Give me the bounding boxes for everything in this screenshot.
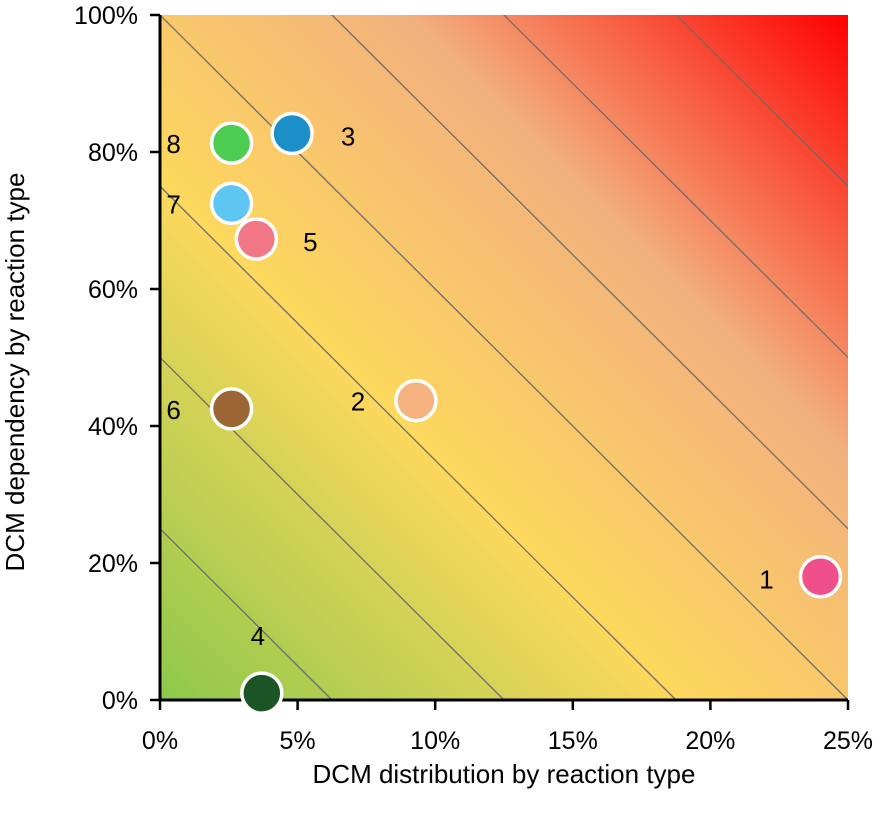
data-points: 1 2 3 4 5 6 7 8 [166, 111, 843, 715]
data-point [209, 181, 254, 226]
y-tick-label: 0% [102, 687, 138, 715]
y-tick-label: 80% [88, 139, 138, 167]
point-label: 3 [341, 122, 355, 152]
data-point [209, 387, 254, 431]
data-point [394, 378, 438, 423]
x-tick-label: 5% [280, 727, 316, 755]
y-tick-label: 20% [88, 550, 138, 578]
y-tick-label: 40% [88, 413, 138, 441]
point-label: 4 [251, 621, 265, 651]
point-label: 2 [351, 387, 365, 417]
contour-line [160, 185, 677, 700]
data-point [798, 554, 843, 599]
point-label: 5 [303, 227, 317, 257]
x-tick-label: 20% [685, 727, 735, 755]
x-tick-label: 25% [823, 727, 873, 755]
point-label: 8 [166, 129, 180, 159]
data-point [209, 121, 254, 165]
data-point [240, 671, 284, 715]
data-point [234, 217, 279, 261]
point-label: 6 [166, 395, 180, 425]
point-label: 7 [166, 189, 180, 219]
contour-line [503, 15, 848, 359]
x-axis-title: DCM distribution by reaction type [313, 759, 696, 789]
y-axis-title: DCM dependency by reaction type [0, 173, 30, 572]
x-tick-label: 15% [548, 727, 598, 755]
y-tick-label: 60% [88, 276, 138, 304]
data-point [270, 111, 314, 156]
axis-ticks: 0% 20% 40% 60% 80% 100% 0% 5% 10% 15% 20% 25% [74, 2, 873, 755]
x-tick-label: 0% [142, 727, 178, 755]
point-label: 1 [759, 565, 773, 595]
x-tick-label: 10% [410, 727, 460, 755]
contour-line [160, 528, 333, 700]
contour-line [331, 15, 848, 530]
contour-line [675, 15, 848, 188]
y-tick-label: 100% [74, 2, 138, 30]
